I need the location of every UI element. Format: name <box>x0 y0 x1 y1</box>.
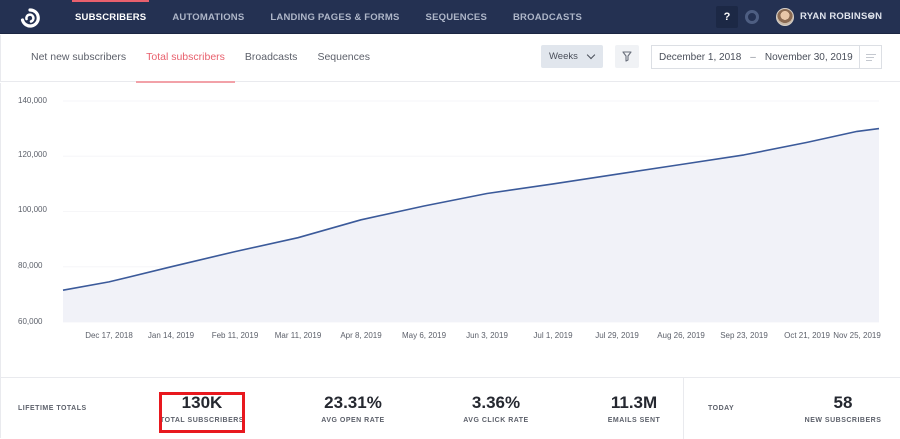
y-axis-tick: 140,000 <box>18 96 47 105</box>
user-menu-name[interactable]: RYAN ROBINSON <box>800 11 883 22</box>
filter-button[interactable] <box>615 45 639 68</box>
avatar[interactable] <box>776 8 794 26</box>
date-range-text: December 1, 2018– November 30, 2019 <box>659 46 853 69</box>
stat-emails-sent: 11.3M EMAILS SENT <box>608 392 661 424</box>
stat-value: 23.31% <box>324 393 382 412</box>
tab-net-new-subscribers[interactable]: Net new subscribers <box>31 51 127 63</box>
x-axis-tick: Jan 14, 2019 <box>147 331 195 340</box>
tab-broadcasts[interactable]: Broadcasts <box>244 51 298 63</box>
date-range-start: December 1, 2018 <box>659 52 742 63</box>
stat-new-subscribers-today: 58 NEW SUBSCRIBERS <box>805 392 882 424</box>
x-axis-tick: Sep 23, 2019 <box>720 331 768 340</box>
stat-label: EMAILS SENT <box>607 417 661 424</box>
x-axis-tick: Mar 11, 2019 <box>274 331 322 340</box>
menu-lines-icon <box>866 54 876 55</box>
date-range-separator: – <box>750 52 756 63</box>
report-toolbar: Net new subscribers Total subscribers Br… <box>0 35 900 83</box>
x-axis-tick: Jul 29, 2019 <box>595 331 639 340</box>
y-axis-tick: 60,000 <box>18 317 43 326</box>
loading-spinner-icon <box>745 10 759 24</box>
filter-icon <box>622 51 632 62</box>
stat-total-subscribers: 130K TOTAL SUBSCRIBERS <box>160 392 244 424</box>
x-axis-tick: Apr 8, 2019 <box>340 331 382 340</box>
total-subscribers-chart: 140,000 120,000 100,000 80,000 60,000 De… <box>0 83 900 377</box>
chevron-down-icon[interactable] <box>868 15 874 18</box>
stat-avg-click-rate: 3.36% AVG CLICK RATE <box>463 392 528 424</box>
stat-avg-open-rate: 23.31% AVG OPEN RATE <box>321 392 384 424</box>
chart-line <box>62 127 880 291</box>
x-axis-tick: May 6, 2019 <box>401 331 447 340</box>
report-tabs: Net new subscribers Total subscribers Br… <box>21 35 380 83</box>
x-axis-tick: Oct 21, 2019 <box>784 331 830 340</box>
interval-select-value: Weeks <box>549 51 578 62</box>
nav-subscribers[interactable]: SUBSCRIBERS <box>62 0 159 34</box>
menu-lines-icon-line <box>866 57 874 58</box>
date-presets-button[interactable] <box>859 46 881 68</box>
nav-automations[interactable]: AUTOMATIONS <box>172 12 245 23</box>
nav-broadcasts[interactable]: BROADCASTS <box>513 12 583 23</box>
x-axis-tick: Aug 26, 2019 <box>657 331 705 340</box>
lifetime-totals-label: LIFETIME TOTALS <box>18 405 87 412</box>
x-axis-tick: Dec 17, 2018 <box>85 331 133 340</box>
x-axis-tick: Jun 3, 2019 <box>466 331 508 340</box>
nav-sequences[interactable]: SEQUENCES <box>425 12 487 23</box>
x-axis-tick: Nov 25, 2019 <box>833 331 881 340</box>
tab-total-subscribers[interactable]: Total subscribers <box>136 35 235 83</box>
stat-label: AVG CLICK RATE <box>463 417 529 424</box>
x-axis-tick: Feb 11, 2019 <box>211 331 259 340</box>
stat-value: 58 <box>833 393 853 412</box>
y-axis-tick: 80,000 <box>18 261 43 270</box>
main-nav: SUBSCRIBERS AUTOMATIONS LANDING PAGES & … <box>62 0 595 34</box>
interval-select[interactable]: Weeks <box>541 45 603 68</box>
menu-lines-icon-line <box>866 60 872 61</box>
totals-divider <box>683 378 684 439</box>
stat-value: 130K <box>181 393 223 412</box>
top-nav-bar: SUBSCRIBERS AUTOMATIONS LANDING PAGES & … <box>0 0 900 34</box>
chart-area-fill <box>63 128 879 322</box>
stat-value: 11.3M <box>610 393 658 412</box>
x-axis-tick: Jul 1, 2019 <box>533 331 573 340</box>
y-axis-tick: 100,000 <box>18 205 47 214</box>
chevron-down-icon <box>586 50 596 60</box>
help-button[interactable]: ? <box>716 6 738 28</box>
stat-label: AVG OPEN RATE <box>321 417 385 424</box>
stat-label: NEW SUBSCRIBERS <box>804 417 882 424</box>
date-range-end: November 30, 2019 <box>764 52 853 63</box>
convertkit-logo-icon[interactable] <box>19 7 41 29</box>
totals-bar: LIFETIME TOTALS 130K TOTAL SUBSCRIBERS 2… <box>0 377 900 439</box>
nav-landing-pages-forms[interactable]: LANDING PAGES & FORMS <box>270 12 400 23</box>
date-range-picker[interactable]: December 1, 2018– November 30, 2019 <box>651 45 882 69</box>
chart-plot-area[interactable] <box>1 83 900 377</box>
highlight-annotation-box <box>159 392 245 433</box>
y-axis-tick: 120,000 <box>18 150 47 159</box>
tab-sequences[interactable]: Sequences <box>317 51 370 63</box>
stat-value: 3.36% <box>471 393 521 412</box>
stat-label: TOTAL SUBSCRIBERS <box>160 417 244 424</box>
today-label: TODAY <box>708 405 735 412</box>
